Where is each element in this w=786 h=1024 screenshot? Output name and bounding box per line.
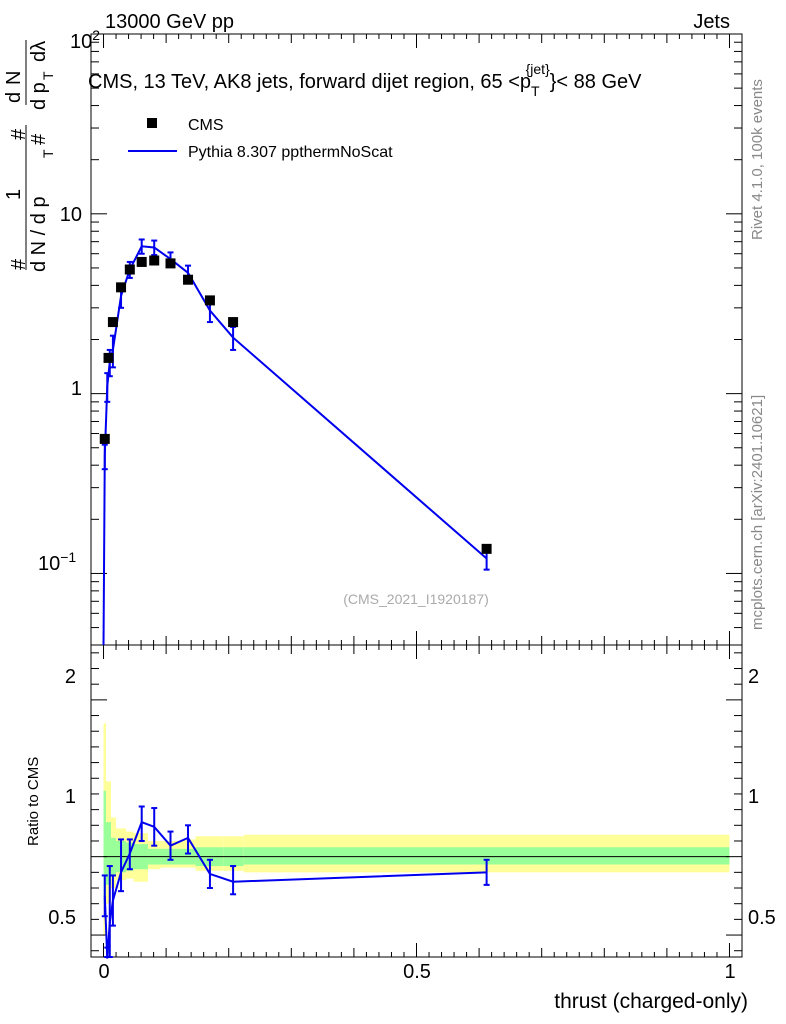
data-point-5 xyxy=(136,256,147,267)
main-y-tick-labels: 102 10 1 10−1 xyxy=(38,27,100,575)
ratio-ytick-label-2: 2 xyxy=(65,666,76,688)
ratio-ytick-label-2-right: 2 xyxy=(748,666,759,688)
legend: CMS Pythia 8.307 ppthermNoScat xyxy=(128,117,393,161)
ratio-band-inner-0 xyxy=(103,790,107,904)
ylabel-denominator-2: d p xyxy=(28,82,50,110)
category-label: Jets xyxy=(693,11,730,33)
ytick-100-base: 10 xyxy=(70,31,92,53)
xtick-label-0: 0 xyxy=(98,961,109,983)
data-point-2 xyxy=(107,317,118,328)
ylabel-denominator-sub: T xyxy=(40,149,56,158)
ratio-mc-series xyxy=(101,805,490,959)
mc-line xyxy=(102,245,488,646)
legend-cms-marker xyxy=(147,118,157,128)
ylabel-denominator-2-sub: T xyxy=(40,71,56,80)
data-point-6 xyxy=(149,255,160,266)
legend-cms-label: CMS xyxy=(188,117,224,134)
data-point-3 xyxy=(116,282,127,293)
mcplots-label: mcplots.cern.ch [arXiv:2401.10621] xyxy=(749,395,766,630)
ytick-100-exp: 2 xyxy=(92,27,100,43)
ylabel-hash-left: # xyxy=(8,258,30,270)
ylabel-hash-mid: # xyxy=(8,128,30,140)
data-point-8 xyxy=(183,274,194,285)
ytick-0.1-exp: −1 xyxy=(60,549,76,565)
ratio-band-inner-1 xyxy=(106,822,112,885)
main-y-axis-title: # 1 d N / d p T # N d d p T dλ # xyxy=(3,40,56,272)
ytick-label-10: 10 xyxy=(60,204,82,226)
ratio-y-tick-labels: 2 1 0.5 2 1 0.5 xyxy=(48,666,776,929)
data-point-10 xyxy=(228,317,239,328)
data-point-11 xyxy=(481,543,492,554)
ratio-ytick-label-1-right: 1 xyxy=(748,786,759,808)
data-point-7 xyxy=(165,258,176,269)
main-title-text: CMS, 13 TeV, AK8 jets, forward dijet reg… xyxy=(88,61,642,99)
data-point-1 xyxy=(103,352,114,363)
xtick-label-0.5: 0.5 xyxy=(403,961,431,983)
title-sup: {jet} xyxy=(526,61,550,77)
ylabel-numerator-d: d xyxy=(3,92,25,103)
ylabel-dlambda: dλ xyxy=(28,41,50,62)
ratio-ytick-label-0.5: 0.5 xyxy=(48,907,76,929)
ratio-ytick-label-0.5-right: 0.5 xyxy=(748,907,776,929)
ratio-panel-border xyxy=(90,644,743,958)
data-point-0 xyxy=(99,433,110,444)
ytick-label-1: 1 xyxy=(71,378,82,400)
data-point-9 xyxy=(204,295,215,306)
ylabel-numerator-n: N xyxy=(3,71,25,85)
ylabel-denominator: d N / d p xyxy=(28,196,50,272)
ylabel-one: 1 xyxy=(3,189,25,200)
ratio-uncertainty-bands xyxy=(103,723,730,936)
xtick-label-1: 1 xyxy=(724,961,735,983)
analysis-watermark: (CMS_2021_I1920187) xyxy=(343,591,489,607)
energy-label: 13000 GeV pp xyxy=(105,11,234,33)
main-title: CMS, 13 TeV, AK8 jets, forward dijet reg… xyxy=(88,61,642,99)
ratio-y-axis-title: Ratio to CMS xyxy=(25,757,42,846)
x-axis-title: thrust (charged-only) xyxy=(554,990,748,1013)
main-data-points xyxy=(99,255,492,554)
ylabel-hash-top: # xyxy=(28,133,50,145)
ratio-ytick-label-1: 1 xyxy=(65,786,76,808)
ratio-panel-frame xyxy=(90,644,743,958)
title-main: CMS, 13 TeV, AK8 jets, forward dijet reg… xyxy=(88,71,531,93)
title-sub: T xyxy=(531,83,540,99)
ytick-0.1-base: 10 xyxy=(38,553,60,575)
title-tail: }< 88 GeV xyxy=(550,71,642,93)
ytick-label-100: 102 xyxy=(70,27,100,53)
legend-mc-label: Pythia 8.307 ppthermNoScat xyxy=(188,144,393,161)
ytick-label-0.1: 10−1 xyxy=(38,549,76,575)
x-tick-labels: 0 0.5 1 xyxy=(98,961,735,983)
ratio-band-inner-11 xyxy=(243,847,730,865)
rivet-label: Rivet 4.1.0, 100k events xyxy=(749,79,766,240)
data-point-4 xyxy=(124,264,135,275)
main-mc-series xyxy=(101,238,490,646)
